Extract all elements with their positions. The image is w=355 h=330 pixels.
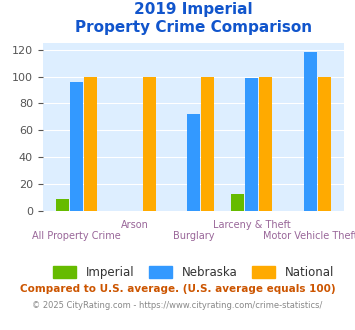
Text: Larceny & Theft: Larceny & Theft (213, 220, 291, 230)
Bar (143, 77, 155, 211)
Bar (245, 78, 258, 211)
Text: Arson: Arson (121, 220, 149, 230)
Bar (187, 114, 200, 211)
Text: All Property Crime: All Property Crime (32, 231, 121, 241)
Bar (318, 77, 331, 211)
Bar (231, 194, 244, 211)
Bar (56, 199, 69, 211)
Bar (201, 77, 214, 211)
Text: © 2025 CityRating.com - https://www.cityrating.com/crime-statistics/: © 2025 CityRating.com - https://www.city… (32, 301, 323, 310)
Bar (84, 77, 97, 211)
Text: Motor Vehicle Theft: Motor Vehicle Theft (263, 231, 355, 241)
Bar (304, 52, 317, 211)
Text: Burglary: Burglary (173, 231, 214, 241)
Title: 2019 Imperial
Property Crime Comparison: 2019 Imperial Property Crime Comparison (75, 2, 312, 35)
Legend: Imperial, Nebraska, National: Imperial, Nebraska, National (48, 261, 339, 283)
Text: Compared to U.S. average. (U.S. average equals 100): Compared to U.S. average. (U.S. average … (20, 284, 335, 294)
Bar (70, 82, 83, 211)
Bar (260, 77, 272, 211)
